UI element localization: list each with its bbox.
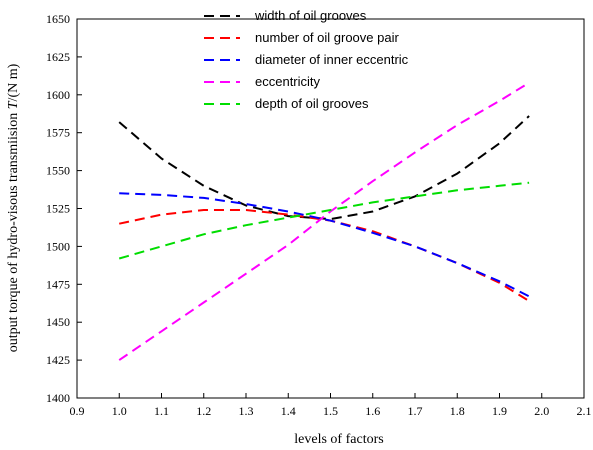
x-tick-label: 1.5 <box>323 404 338 418</box>
plot-border <box>76 18 585 399</box>
x-tick-label: 1.9 <box>492 404 507 418</box>
x-tick-label: 1.7 <box>408 404 423 418</box>
x-axis: 0.9 1.0 1.1 1.2 1.3 1.4 1.5 1.6 1.7 1.8 1.9 2.0 2.1 <box>70 393 592 418</box>
legend-label-diameter-of-inner-eccentric: diameter of inner eccentric <box>255 52 409 67</box>
legend-label-width-of-oil-grooves: width of oil grooves <box>254 8 367 23</box>
x-tick-label: 1.8 <box>450 404 465 418</box>
y-axis-title-prefix: output torque of hydro-visous transmiisi… <box>6 109 21 352</box>
legend-label-eccentricity: eccentricity <box>255 74 321 89</box>
series-line-eccentricity <box>118 81 530 361</box>
series-line-diameter-of-inner-eccentric <box>119 192 530 298</box>
series-line-width-of-oil-grooves <box>118 115 530 221</box>
y-tick-label: 1400 <box>46 391 70 405</box>
y-tick-label: 1425 <box>46 353 70 367</box>
x-axis-title: levels of factors <box>294 432 383 447</box>
y-tick-label: 1575 <box>46 126 70 140</box>
x-tick-label: 1.1 <box>154 404 169 418</box>
y-tick-label: 1500 <box>46 239 70 253</box>
y-tick-label: 1525 <box>46 202 70 216</box>
x-tick-label: 1.6 <box>365 404 380 418</box>
plot-frame <box>76 18 585 399</box>
y-axis-title-unit: /(N m) <box>6 63 21 101</box>
series-layer <box>118 81 530 361</box>
legend: width of oil grooves number of oil groove… <box>204 8 409 111</box>
legend-label-depth-of-oil-grooves: depth of oil grooves <box>255 96 369 111</box>
x-tick-label: 1.3 <box>239 404 254 418</box>
x-tick-label: 2.0 <box>534 404 549 418</box>
x-tick-label: 0.9 <box>70 404 85 418</box>
y-axis-title: output torque of hydro-visous transmiisi… <box>6 63 21 352</box>
series-line-number-of-oil-groove-pair <box>118 209 530 302</box>
y-axis-title-symbol: T <box>6 100 21 109</box>
y-tick-label: 1600 <box>46 88 70 102</box>
x-tick-label: 2.1 <box>577 404 592 418</box>
y-tick-label: 1550 <box>46 164 70 178</box>
y-axis: 1400 1425 1450 1475 1500 1525 1550 1575 1600 1625… <box>46 12 82 405</box>
x-tick-label: 1.4 <box>281 404 296 418</box>
x-tick-label: 1.2 <box>196 404 211 418</box>
y-tick-label: 1475 <box>46 277 70 291</box>
y-tick-label: 1450 <box>46 315 70 329</box>
legend-label-number-of-oil-groove-pair: number of oil groove pair <box>255 30 399 45</box>
y-tick-label: 1650 <box>46 12 70 26</box>
y-tick-label: 1625 <box>46 50 70 64</box>
series-line-depth-of-oil-grooves <box>118 181 530 260</box>
x-tick-label: 1.0 <box>112 404 127 418</box>
